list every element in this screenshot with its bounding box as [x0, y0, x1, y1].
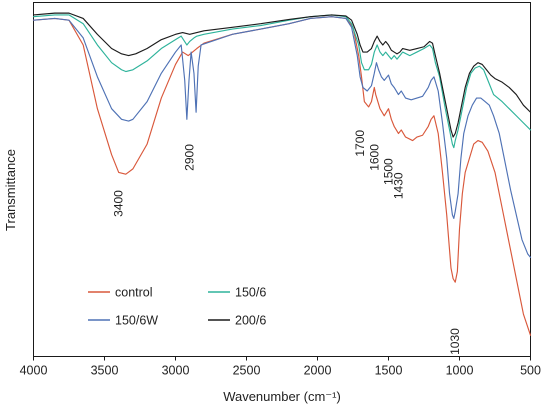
x-tick-label-1000: 1000 [446, 364, 474, 378]
legend-label-150-6: 150/6 [235, 286, 266, 300]
x-tick-label-1500: 1500 [375, 364, 403, 378]
x-tick-label-2500: 2500 [233, 364, 261, 378]
annotation-1030: 1030 [448, 328, 462, 355]
annotation-1600: 1600 [367, 144, 381, 171]
x-axis: 4000 3500 3000 2500 2000 1500 1000 500 [20, 356, 541, 378]
annotation-1430: 1430 [391, 172, 405, 199]
x-tick-label-500: 500 [520, 364, 541, 378]
legend-label-control: control [115, 286, 153, 300]
x-tick-label-4000: 4000 [20, 364, 48, 378]
y-axis-title: Transmittance [3, 149, 18, 231]
x-axis-title: Wavenumber (cm⁻¹) [223, 389, 341, 404]
annotation-1700: 1700 [353, 130, 367, 157]
annotation-2900: 2900 [183, 144, 197, 171]
x-tick-label-2000: 2000 [304, 364, 332, 378]
series-line-control [32, 16, 532, 336]
x-tick-label-3000: 3000 [162, 364, 190, 378]
legend-label-150-6w: 150/6W [115, 314, 158, 328]
legend: control 150/6 150/6W 200/6 [88, 286, 266, 328]
annotation-3400: 3400 [112, 190, 126, 217]
x-tick-label-3500: 3500 [91, 364, 119, 378]
series-line-200-6 [32, 12, 532, 138]
legend-label-200-6: 200/6 [235, 314, 266, 328]
series-line-150-6w [32, 16, 532, 258]
annotation-1500: 1500 [382, 158, 396, 185]
series-layer [32, 12, 532, 336]
plot-frame [33, 2, 531, 357]
series-line-150-6 [32, 14, 532, 149]
